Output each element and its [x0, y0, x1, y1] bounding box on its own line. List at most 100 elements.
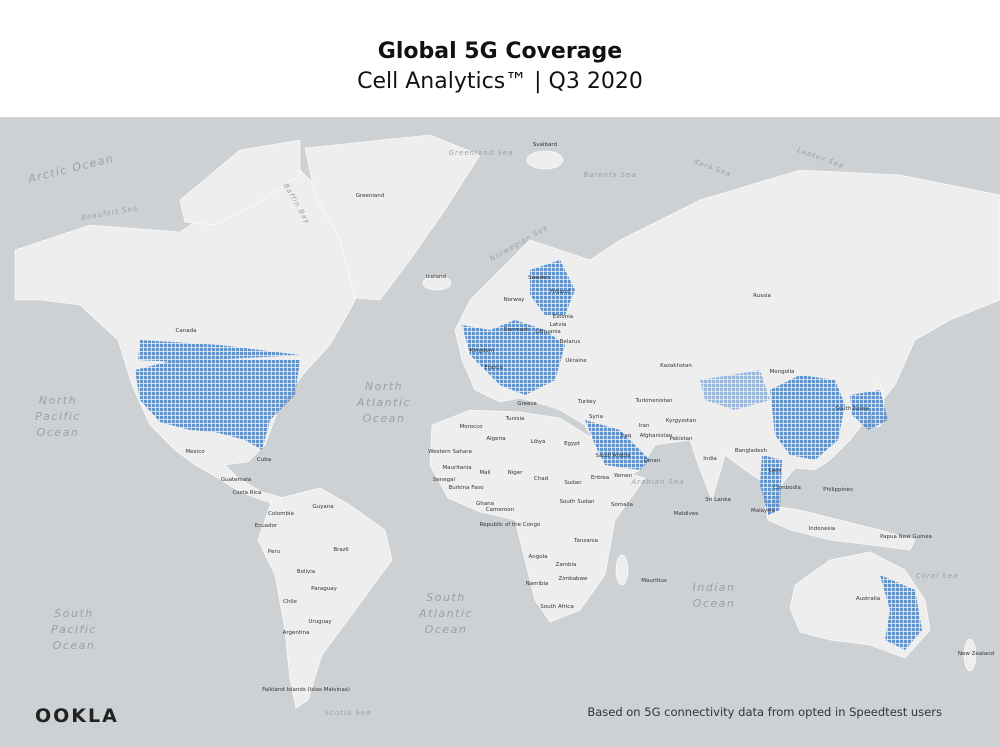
sea-label: Barents Sea: [583, 171, 636, 179]
place-label: Cuba: [257, 457, 271, 463]
place-label: Canada: [176, 328, 197, 334]
south-america: [257, 487, 393, 709]
place-label: Kyrgyzstan: [666, 418, 697, 424]
ocean-label: North: [39, 394, 77, 407]
ocean-label: Atlantic: [418, 607, 473, 620]
place-label: Bangladesh: [735, 448, 768, 454]
ocean-label: Ocean: [425, 623, 468, 636]
place-label: Kingdom: [470, 348, 494, 354]
place-label: Iceland: [426, 274, 446, 280]
place-label: Angola: [528, 554, 547, 560]
place-label: Somalia: [611, 502, 633, 508]
place-label: Turkey: [577, 399, 597, 405]
place-label: Australia: [856, 596, 880, 602]
place-label: Oman: [644, 458, 661, 464]
title: Global 5G Coverage: [378, 39, 622, 64]
place-label: France: [485, 365, 504, 371]
place-label: Zimbabwe: [559, 576, 589, 582]
ocean-label: South: [426, 591, 465, 604]
africa: [429, 409, 646, 623]
place-label: Paraguay: [311, 586, 337, 592]
place-label: Niger: [508, 470, 524, 476]
place-label: Papua New Guinea: [880, 534, 932, 540]
ocean-label: Ocean: [37, 426, 80, 439]
ocean-label: Indian: [693, 581, 736, 594]
arctic-islands: [179, 139, 301, 226]
place-label: Republic of the Congo: [480, 522, 541, 528]
coverage-nordics: [530, 260, 575, 315]
place-label: Cambodia: [773, 485, 801, 491]
place-label: Eritrea: [591, 475, 609, 481]
sea-label: Scotia Sea: [325, 709, 372, 717]
place-label: Zambia: [556, 562, 577, 568]
place-label: Ukraine: [565, 358, 587, 364]
place-label: Mexico: [185, 449, 205, 455]
place-label: Libya: [531, 439, 546, 445]
place-label: Namibia: [526, 581, 549, 587]
place-label: Svalbard: [533, 142, 557, 148]
place-label: Guyana: [312, 504, 333, 510]
coverage-europe: [462, 320, 565, 395]
place-label: Russia: [753, 293, 771, 299]
indonesia: [764, 504, 916, 551]
place-label: Philippines: [823, 487, 853, 493]
place-label: Sudan: [564, 480, 582, 486]
place-label: Western Sahara: [428, 449, 472, 455]
place-label: New Zealand: [958, 651, 994, 657]
coverage-central-asia: [700, 370, 770, 410]
coverage-middle-east: [585, 420, 650, 470]
place-label: Pakistan: [669, 436, 693, 442]
sea-label: Coral Sea: [916, 572, 959, 580]
sea-label: Greenland Sea: [449, 149, 514, 157]
svalbard: [526, 150, 564, 170]
place-label: Indonesia: [809, 526, 836, 532]
coverage: [135, 260, 922, 650]
ocean-label: Atlantic: [356, 396, 411, 409]
place-label: Afghanistan: [640, 433, 673, 439]
place-label: Finland: [550, 289, 570, 295]
place-label: Latvia: [550, 322, 567, 328]
coverage-canada: [138, 340, 300, 362]
place-label: Greenland: [356, 193, 385, 199]
place-label: Argentina: [283, 630, 310, 636]
ocean-label: North: [365, 380, 403, 393]
place-label: Norway: [504, 297, 526, 303]
place-label: Denmark: [503, 327, 529, 333]
place-label: Tunisia: [505, 416, 525, 422]
place-label: Yemen: [613, 473, 633, 479]
place-label: Sweden: [528, 275, 550, 281]
place-label: Sri Lanka: [705, 497, 730, 503]
place-label: Malaysia: [751, 508, 775, 514]
coverage-korea-japan: [850, 390, 888, 430]
place-label: Senegal: [433, 477, 456, 483]
place-label: Iran: [639, 423, 650, 429]
place-label: Tanzania: [573, 538, 598, 544]
footer-note: Based on 5G connectivity data from opted…: [587, 705, 942, 719]
place-label: Saudi Arabia: [596, 453, 631, 459]
header-bg: [0, 0, 1000, 117]
ocean-label: Pacific: [35, 410, 81, 423]
ocean-label: Ocean: [53, 639, 96, 652]
place-label: Belarus: [560, 339, 581, 345]
place-label: Ghana: [476, 501, 494, 507]
place-label: Guatemala: [221, 477, 251, 483]
sea-label: Arabian Sea: [630, 478, 684, 486]
place-label: Falkland Islands (Islas Malvinas): [262, 687, 350, 693]
madagascar: [615, 554, 629, 586]
place-label: Cameroon: [486, 507, 515, 513]
place-label: Chile: [283, 599, 297, 605]
place-label: Maldives: [674, 511, 698, 517]
place-label: Egypt: [564, 441, 581, 447]
place-label: Ecuador: [255, 523, 278, 529]
place-label: Laos: [769, 468, 782, 474]
place-label: Brazil: [333, 547, 349, 553]
place-label: Estonia: [553, 314, 573, 320]
place-label: Turkmenistan: [634, 398, 673, 404]
place-label: Costa Rica: [232, 490, 261, 496]
ocean-label: South: [54, 607, 93, 620]
place-label: Mongolia: [770, 369, 795, 375]
place-label: Burkina Faso: [448, 485, 484, 491]
place-label: South Korea: [835, 406, 868, 412]
place-label: Syria: [589, 414, 603, 420]
